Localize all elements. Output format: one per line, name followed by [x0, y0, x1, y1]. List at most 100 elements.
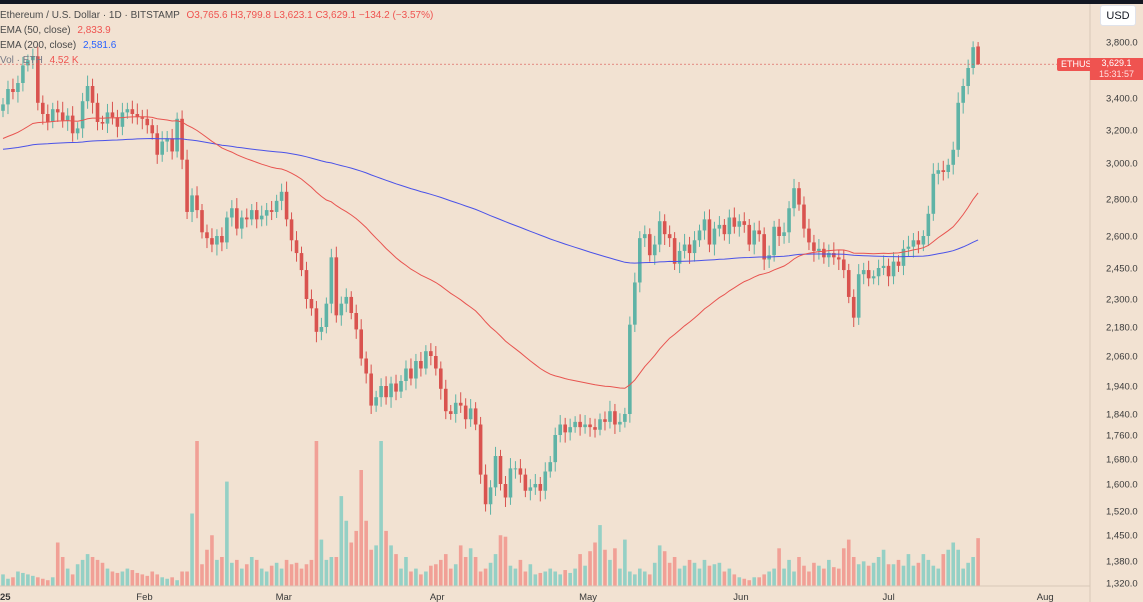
volume-bar: [642, 571, 647, 586]
candle-body: [662, 221, 667, 235]
candle-body: [26, 60, 30, 66]
candle-body: [677, 250, 682, 264]
volume-bar: [583, 565, 587, 586]
volume-bars: [1, 441, 980, 586]
ema50-value: 2,833.9: [77, 25, 111, 36]
volume-bar: [702, 559, 707, 586]
volume-bar: [473, 557, 478, 586]
volume-bar: [543, 571, 548, 586]
candle-body: [518, 468, 523, 475]
volume-bar: [125, 568, 130, 586]
candle-body: [50, 109, 55, 122]
candle-body: [369, 373, 373, 406]
volume-bar: [682, 565, 687, 586]
candle-body: [334, 257, 339, 316]
candle-body: [259, 215, 264, 220]
volume-bar: [623, 539, 627, 586]
volume-bar: [742, 578, 747, 586]
candle-body: [827, 253, 831, 258]
candle-body: [419, 361, 423, 369]
currency-button[interactable]: USD: [1100, 5, 1136, 26]
candle-body: [608, 411, 612, 422]
volume-bar: [901, 565, 906, 586]
volume-bar: [205, 549, 209, 586]
candle-body: [294, 240, 299, 254]
candle-body: [85, 86, 90, 102]
candle-body: [618, 421, 622, 425]
volume-bar: [155, 574, 160, 586]
volume-bar: [861, 561, 866, 586]
candle-body: [125, 109, 130, 113]
volume-bar: [240, 568, 244, 586]
volume-bar: [498, 535, 503, 586]
candle-body: [523, 474, 528, 491]
volume-bar: [807, 571, 811, 586]
candle-body: [269, 210, 274, 212]
x-tick-label: Jul: [883, 592, 895, 602]
y-tick-label: 1,520.0: [1106, 507, 1138, 518]
volume-bar: [200, 564, 204, 586]
candle-body: [543, 471, 548, 491]
volume-bar: [558, 574, 562, 586]
candle-body: [140, 117, 145, 119]
volume-bar: [737, 577, 742, 586]
volume-value: 4.52 K: [49, 55, 79, 66]
candle-body: [588, 424, 592, 428]
volume-bar: [448, 568, 453, 586]
candle-body: [558, 424, 562, 435]
volume-bar: [851, 557, 856, 586]
candle-body: [856, 274, 861, 318]
ema200-row: EMA (200, close) 2,581.6: [0, 38, 433, 53]
volume-bar: [518, 559, 523, 586]
candle-body: [279, 191, 284, 201]
volume-bar: [294, 562, 299, 586]
candle-body: [503, 484, 508, 498]
volume-bar: [787, 559, 791, 586]
price-chart[interactable]: 3,800.03,600.03,400.03,200.03,000.02,800…: [0, 4, 1143, 602]
candle-body: [633, 282, 637, 325]
volume-bar: [697, 568, 702, 586]
volume-bar: [931, 565, 936, 586]
volume-bar: [130, 570, 135, 586]
volume-bar: [548, 568, 553, 586]
candle-body: [304, 270, 309, 299]
volume-bar: [364, 520, 368, 586]
volume-bar: [563, 570, 567, 586]
candle-body: [752, 230, 757, 245]
x-tick-label: Jun: [733, 592, 748, 602]
candle-body: [498, 456, 503, 484]
candle-body: [110, 112, 115, 118]
candle-body: [220, 236, 224, 243]
candle-body: [458, 402, 463, 406]
x-tick-label: 25: [0, 592, 11, 602]
candle-body: [414, 361, 418, 379]
volume-bar: [45, 580, 50, 586]
volume-bar: [633, 574, 637, 586]
volume-bar: [26, 574, 30, 586]
candle-body: [652, 244, 657, 256]
volume-bar: [578, 554, 582, 586]
candle-body: [792, 188, 796, 209]
volume-bar: [6, 578, 10, 586]
volume-bar: [434, 564, 438, 586]
volume-bar: [80, 559, 85, 586]
candle-body: [707, 219, 712, 245]
candle-body: [583, 424, 587, 428]
candle-body: [309, 299, 314, 309]
candle-body: [702, 219, 707, 231]
candle-body: [344, 296, 349, 304]
volume-bar: [339, 496, 344, 586]
volume-bar: [493, 554, 498, 586]
volume-bar: [553, 571, 558, 586]
volume-bar: [677, 568, 682, 586]
candle-body: [871, 276, 876, 279]
candle-body: [508, 468, 513, 498]
volume-bar: [856, 564, 861, 586]
candle-body: [55, 109, 60, 113]
volume-bar: [946, 549, 951, 586]
candle-body: [901, 248, 906, 266]
candle-body: [797, 188, 801, 205]
volume-bar: [528, 564, 533, 586]
candle-body: [21, 65, 25, 83]
candle-body: [160, 141, 164, 155]
